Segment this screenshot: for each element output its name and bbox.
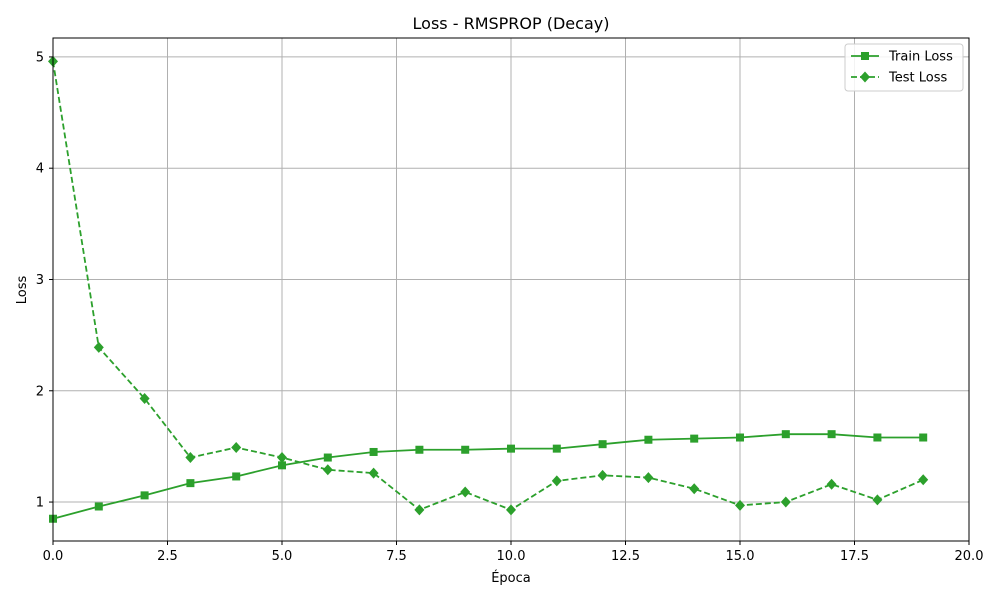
- x-tick-label: 10.0: [497, 549, 526, 564]
- data-point: [781, 430, 790, 439]
- x-tick-label: 0.0: [43, 549, 64, 564]
- data-point: [139, 393, 150, 405]
- data-point: [918, 474, 929, 486]
- y-tick-label: 1: [36, 496, 44, 511]
- legend-marker: [861, 52, 869, 60]
- data-point: [689, 483, 700, 495]
- x-tick-label: 20.0: [955, 549, 984, 564]
- x-axis-ticks: 0.0 2.5 5.0 7.5 10.0 12.5 15.0 17.5 20.0: [43, 541, 984, 564]
- series-line: [52, 61, 924, 511]
- data-point: [598, 440, 607, 449]
- chart-title: Loss - RMSPROP (Decay): [413, 14, 610, 33]
- data-point: [872, 494, 883, 506]
- data-point: [919, 433, 928, 442]
- series-layer: [48, 55, 929, 523]
- data-point: [644, 435, 653, 444]
- x-tick-label: 7.5: [386, 549, 407, 564]
- data-point: [827, 430, 836, 439]
- data-point: [597, 469, 608, 481]
- y-axis-ticks: 1 2 3 4 5: [36, 50, 53, 511]
- data-point: [140, 491, 149, 500]
- series-line: [52, 433, 924, 520]
- data-point: [414, 504, 425, 516]
- data-point: [231, 442, 242, 454]
- data-point: [323, 453, 332, 462]
- data-point: [551, 475, 562, 487]
- data-point: [415, 445, 424, 454]
- y-tick-label: 2: [36, 384, 44, 399]
- x-tick-label: 17.5: [840, 549, 869, 564]
- legend-label: Train Loss: [888, 50, 953, 65]
- data-point: [826, 478, 837, 490]
- data-point: [460, 486, 471, 498]
- legend-marker: [860, 71, 870, 83]
- data-point: [736, 433, 744, 442]
- data-point: [506, 504, 516, 516]
- data-point: [94, 502, 103, 511]
- series-test-loss: [48, 55, 929, 516]
- data-point: [735, 499, 745, 511]
- data-point: [185, 452, 196, 464]
- x-tick-label: 2.5: [157, 549, 178, 564]
- data-point: [690, 434, 699, 443]
- y-tick-label: 3: [36, 273, 44, 288]
- data-point: [780, 496, 791, 508]
- x-tick-label: 12.5: [611, 549, 640, 564]
- series-train-loss: [49, 430, 928, 523]
- data-point: [186, 479, 195, 488]
- data-point: [461, 445, 470, 454]
- legend: Train Loss Test Loss: [844, 43, 964, 92]
- data-point: [232, 472, 241, 481]
- y-axis-label: Loss: [15, 276, 30, 305]
- data-point: [507, 444, 515, 453]
- x-tick-label: 15.0: [726, 549, 755, 564]
- x-axis-label: Época: [491, 570, 531, 586]
- y-tick-label: 4: [36, 162, 44, 177]
- x-tick-label: 5.0: [272, 549, 293, 564]
- data-point: [93, 341, 104, 353]
- data-point: [368, 467, 379, 479]
- data-point: [278, 461, 286, 470]
- data-point: [277, 452, 287, 464]
- grid: [52, 38, 970, 541]
- data-point: [322, 464, 333, 476]
- legend-label: Test Loss: [888, 71, 947, 86]
- data-point: [873, 433, 882, 442]
- data-point: [552, 444, 561, 453]
- y-tick-label: 5: [36, 50, 44, 65]
- data-point: [643, 472, 654, 484]
- data-point: [369, 447, 378, 456]
